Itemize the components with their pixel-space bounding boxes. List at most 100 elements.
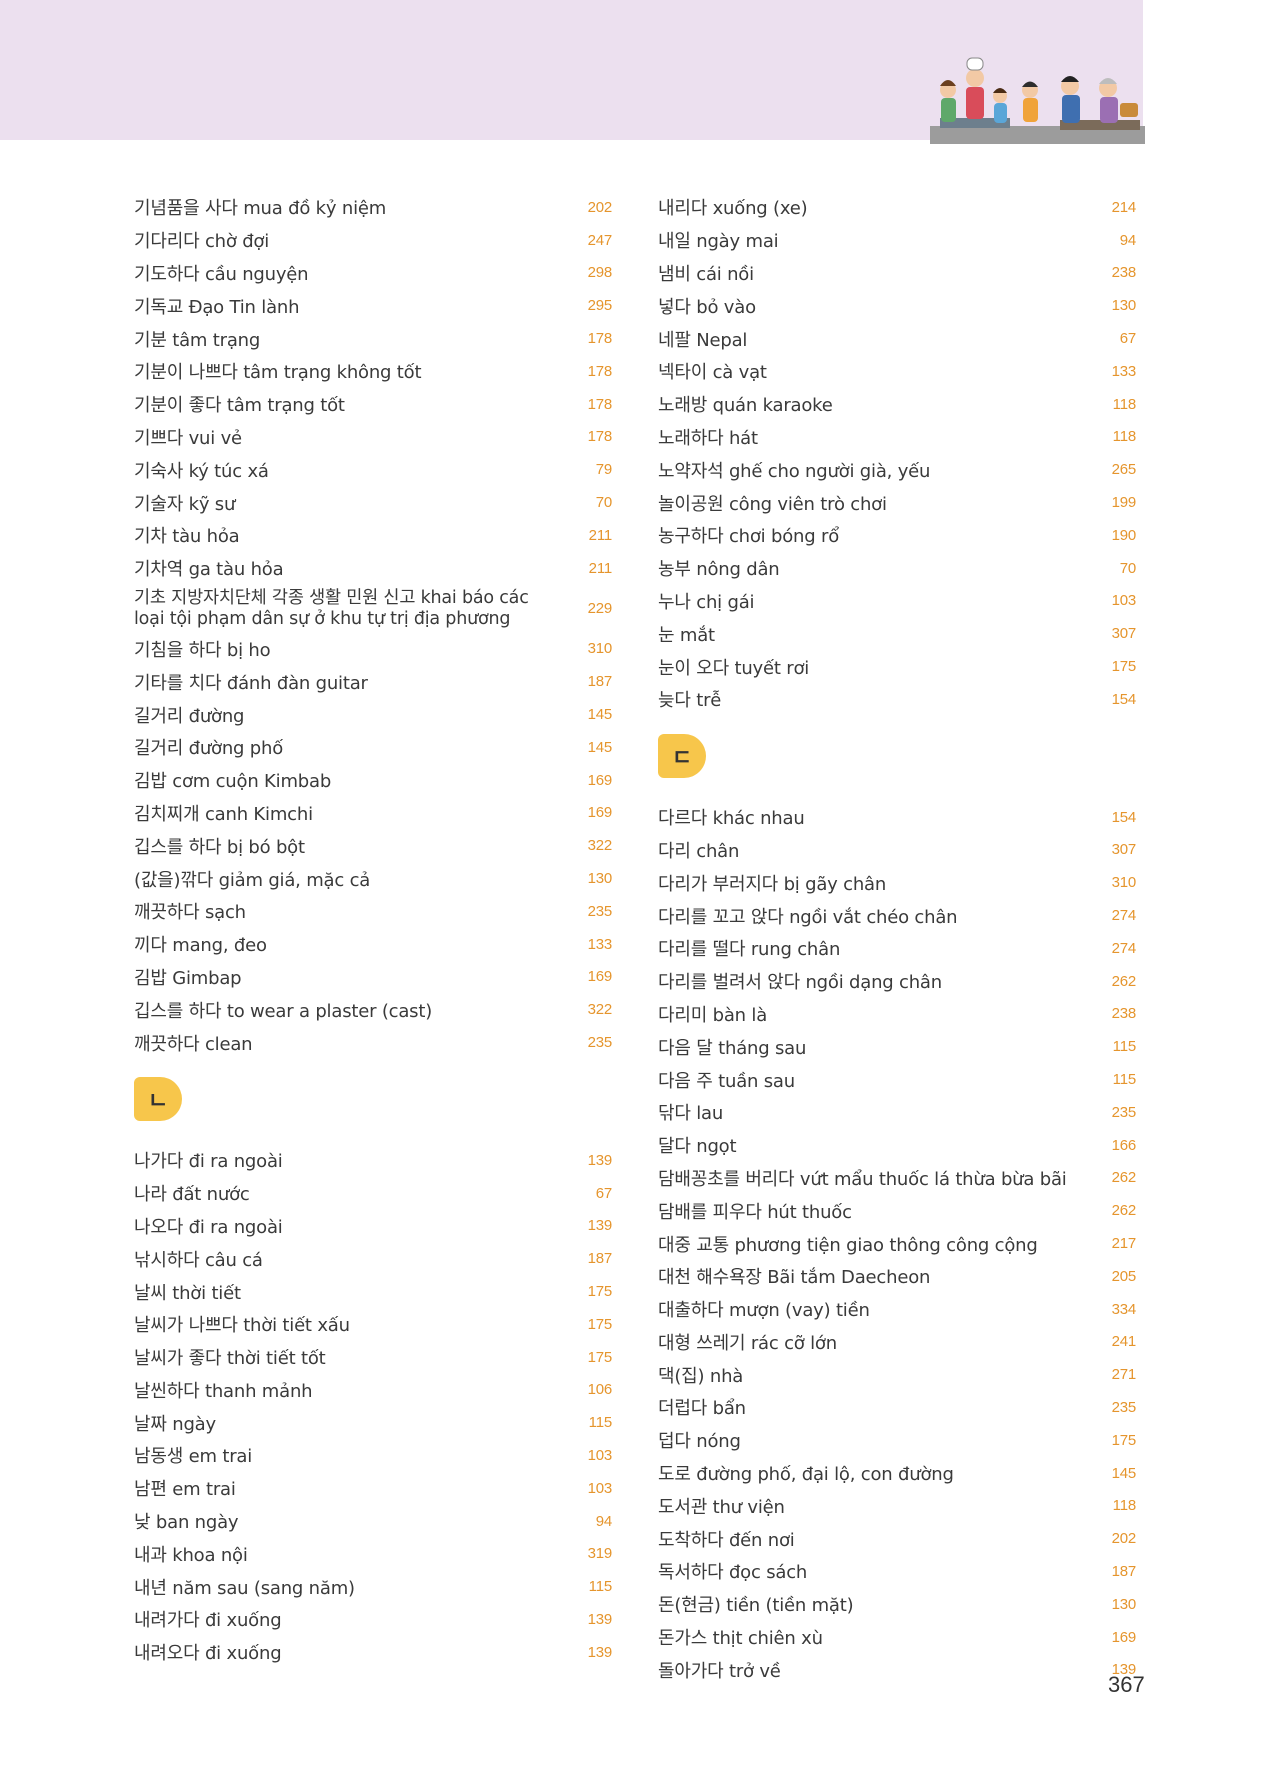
index-entry: 돌아가다 trở về 139 <box>658 1653 1136 1686</box>
entry-page-ref: 103 <box>587 1479 613 1497</box>
entry-page-ref: 139 <box>587 1217 613 1235</box>
index-entry: 네팔 Nepal 67 <box>658 322 1136 355</box>
index-entry: 다리미 bàn là 238 <box>658 998 1136 1031</box>
entry-term: 깨끗하다 sạch <box>134 902 246 924</box>
index-entry: 낚시하다 câu cá 187 <box>134 1242 612 1275</box>
entry-term: 기차역 ga tàu hỏa <box>134 559 284 581</box>
index-entry: 냄비 cái nồi 238 <box>658 257 1136 290</box>
entry-term: 대출하다 mượn (vay) tiền <box>658 1300 870 1322</box>
index-entry: 도로 đường phố, đại lộ, con đường 145 <box>658 1457 1136 1490</box>
entry-page-ref: 103 <box>1111 592 1137 610</box>
entry-page-ref: 265 <box>1111 461 1137 479</box>
entry-page-ref: 187 <box>587 673 613 691</box>
index-entry: 기타를 치다 đánh đàn guitar 187 <box>134 665 612 698</box>
index-entry: 다르다 khác nhau 154 <box>658 801 1136 834</box>
entry-page-ref: 178 <box>587 330 613 348</box>
index-entry: 남편 em trai 103 <box>134 1472 612 1505</box>
entry-page-ref: 211 <box>588 559 613 577</box>
entry-page-ref: 139 <box>587 1610 613 1628</box>
entry-term: 기침을 하다 bị ho <box>134 639 271 661</box>
entry-term: 냄비 cái nồi <box>658 263 754 285</box>
entry-term: 눈이 오다 tuyết rơi <box>658 657 810 679</box>
entry-page-ref: 178 <box>587 395 613 413</box>
entry-page-ref: 169 <box>587 771 613 789</box>
entry-term: 날씨 thời tiết <box>134 1282 241 1304</box>
index-entry: 농부 nông dân 70 <box>658 552 1136 585</box>
entry-term: 노래방 quán karaoke <box>658 395 833 417</box>
entry-page-ref: 145 <box>1111 1464 1137 1482</box>
entry-term: 더럽다 bẩn <box>658 1398 746 1420</box>
entry-term: 김밥 cơm cuộn Kimbab <box>134 771 332 793</box>
entry-term: 내려오다 đi xuống <box>134 1643 282 1665</box>
entry-term: 다리를 벌려서 앉다 ngồi dạng chân <box>658 972 942 994</box>
entry-page-ref: 67 <box>595 1184 612 1202</box>
entry-term: 낚시하다 câu cá <box>134 1249 263 1271</box>
index-entry: 기도하다 cầu nguyện 298 <box>134 257 612 290</box>
entry-page-ref: 271 <box>1111 1366 1137 1384</box>
entry-term: 기쁘다 vui vẻ <box>134 427 242 449</box>
entry-page-ref: 133 <box>587 935 613 953</box>
entry-term: 낮 ban ngày <box>134 1512 239 1534</box>
entry-term: 기타를 치다 đánh đàn guitar <box>134 672 368 694</box>
entry-page-ref: 70 <box>1119 559 1136 577</box>
entry-term: 댁(집) nhà <box>658 1365 744 1387</box>
entry-page-ref: 190 <box>1111 526 1137 544</box>
index-entry: (값을)깎다 giảm giá, mặc cả 130 <box>134 862 612 895</box>
entry-term: 덥다 nóng <box>658 1431 741 1453</box>
entry-page-ref: 187 <box>1111 1562 1137 1580</box>
entry-term: 누나 chị gái <box>658 591 755 613</box>
index-entry: 날씬하다 thanh mảnh 106 <box>134 1374 612 1407</box>
entry-page-ref: 205 <box>1111 1267 1137 1285</box>
index-entry: 눈이 오다 tuyết rơi 175 <box>658 650 1136 683</box>
entry-page-ref: 235 <box>1111 1103 1137 1121</box>
entry-page-ref: 139 <box>1111 1661 1137 1679</box>
index-entry: 내려가다 đi xuống 139 <box>134 1603 612 1636</box>
index-entry: 기침을 하다 bị ho 310 <box>134 633 612 666</box>
entry-term: 길거리 đường phố <box>134 738 284 760</box>
entry-page-ref: 247 <box>587 231 613 249</box>
entry-page-ref: 166 <box>1111 1136 1137 1154</box>
entry-page-ref: 178 <box>587 362 613 380</box>
entry-page-ref: 235 <box>587 1034 613 1052</box>
index-entry: 늦다 trễ 154 <box>658 683 1136 716</box>
index-entry: 대형 쓰레기 rác cỡ lớn 241 <box>658 1326 1136 1359</box>
entry-page-ref: 79 <box>595 461 612 479</box>
entry-page-ref: 118 <box>1112 395 1137 413</box>
entry-term: 기독교 Đạo Tin lành <box>134 296 300 318</box>
entry-page-ref: 106 <box>587 1381 613 1399</box>
entry-page-ref: 130 <box>587 870 613 888</box>
index-entry: 기차 tàu hỏa 211 <box>134 519 612 552</box>
entry-page-ref: 238 <box>1111 264 1137 282</box>
index-entry: 기분이 좋다 tâm trạng tốt 178 <box>134 388 612 421</box>
entry-term: 기념품을 사다 mua đồ kỷ niệm <box>134 198 387 220</box>
entry-term: 다리를 꼬고 앉다 ngồi vắt chéo chân <box>658 906 958 928</box>
entry-page-ref: 199 <box>1111 494 1137 512</box>
entry-term: 기분 tâm trạng <box>134 329 261 351</box>
index-entry: 기술자 kỹ sư 70 <box>134 486 612 519</box>
index-entry: 노래방 quán karaoke 118 <box>658 388 1136 421</box>
entry-term: 농부 nông dân <box>658 559 780 581</box>
entry-term: 대천 해수욕장 Bãi tắm Daecheon <box>658 1267 931 1289</box>
entry-page-ref: 229 <box>587 600 613 618</box>
index-entry: 기숙사 ký túc xá 79 <box>134 453 612 486</box>
entry-term: 다리 chân <box>658 840 740 862</box>
index-entry: 댁(집) nhà 271 <box>658 1358 1136 1391</box>
entry-page-ref: 130 <box>1111 1595 1137 1613</box>
entry-term: 내과 khoa nội <box>134 1544 248 1566</box>
index-entry: 낮 ban ngày 94 <box>134 1505 612 1538</box>
index-entry: 닦다 lau 235 <box>658 1096 1136 1129</box>
entry-page-ref: 214 <box>1111 198 1137 216</box>
entry-page-ref: 262 <box>1111 1169 1137 1187</box>
entry-term: 돌아가다 trở về <box>658 1660 781 1682</box>
entry-term: 도서관 thư viện <box>658 1496 785 1518</box>
entry-term: 독서하다 đọc sách <box>658 1562 808 1584</box>
entry-term: 눈 mắt <box>658 624 715 646</box>
index-entry: 대중 교통 phương tiện giao thông công cộng 21… <box>658 1227 1136 1260</box>
entry-page-ref: 154 <box>1111 690 1137 708</box>
index-entry: 깁스를 하다 to wear a plaster (cast) 322 <box>134 993 612 1026</box>
index-entry: 다리를 벌려서 앉다 ngồi dạng chân 262 <box>658 965 1136 998</box>
entry-term: 노약자석 ghế cho người già, yếu <box>658 460 931 482</box>
index-entry: 기독교 Đạo Tin lành 295 <box>134 289 612 322</box>
entry-page-ref: 202 <box>587 198 613 216</box>
index-entry: 도서관 thư viện 118 <box>658 1489 1136 1522</box>
